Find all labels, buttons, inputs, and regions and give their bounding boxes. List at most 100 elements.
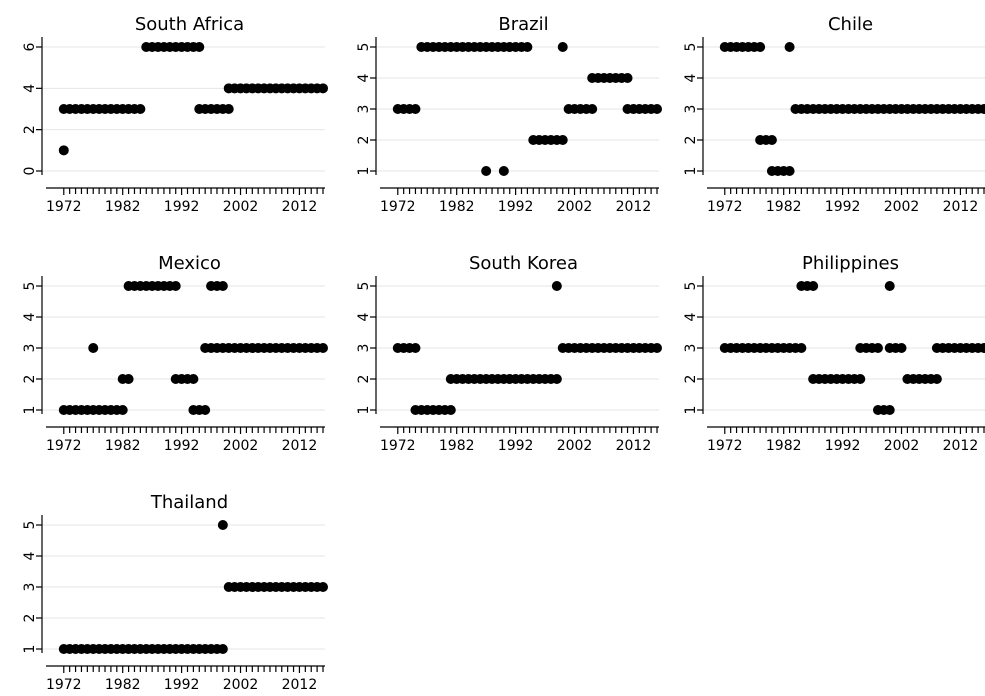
x-tick-label: 2012 <box>282 438 318 454</box>
y-tick-label: 2 <box>22 125 38 134</box>
data-point <box>931 374 942 384</box>
data-point <box>410 104 421 114</box>
x-tick-label: 2002 <box>884 199 920 215</box>
x-tick-label: 1972 <box>380 199 416 215</box>
data-point <box>551 374 562 384</box>
x-tick-label: 2012 <box>943 438 979 454</box>
y-tick-label: 2 <box>22 614 38 623</box>
x-tick-label: 2012 <box>282 677 318 693</box>
x-tick-label: 1972 <box>46 438 82 454</box>
y-tick-label: 5 <box>356 43 372 52</box>
y-tick-label: 1 <box>356 167 372 176</box>
y-tick-label: 2 <box>356 136 372 145</box>
data-point <box>123 374 134 384</box>
y-tick-label: 3 <box>356 344 372 353</box>
data-point <box>652 104 662 114</box>
y-tick-label: 4 <box>683 73 699 82</box>
data-point <box>796 343 807 353</box>
y-tick-label: 4 <box>22 312 38 321</box>
data-point <box>522 42 533 52</box>
data-point <box>217 281 228 291</box>
x-tick-label: 2012 <box>282 199 318 215</box>
data-point <box>884 281 895 291</box>
panel-6: Thailand 1 2 3 4 5 1972 1982 1992 2002 2012 <box>22 492 328 693</box>
data-point <box>557 42 568 52</box>
data-point <box>88 343 99 353</box>
x-tick-label: 1982 <box>439 438 475 454</box>
panel-5: Philippines 1 2 3 4 5 1972 1982 1992 2002 2012 <box>683 253 985 454</box>
panel-title: Brazil <box>498 14 548 35</box>
data-point <box>766 135 777 145</box>
panel-title: Philippines <box>802 253 899 274</box>
x-tick-label: 1992 <box>825 438 861 454</box>
x-tick-label: 1982 <box>105 438 141 454</box>
y-tick-label: 5 <box>22 282 38 291</box>
x-tick-label: 2012 <box>616 199 652 215</box>
x-tick-label: 1982 <box>766 438 802 454</box>
x-tick-label: 1972 <box>380 438 416 454</box>
x-tick-label: 2002 <box>223 438 259 454</box>
x-tick-label: 1992 <box>164 199 200 215</box>
x-tick-label: 1982 <box>105 677 141 693</box>
x-tick-label: 1992 <box>498 438 534 454</box>
data-point <box>855 374 866 384</box>
data-point <box>622 73 633 83</box>
y-tick-label: 0 <box>22 167 38 176</box>
y-tick-label: 3 <box>683 344 699 353</box>
data-point <box>117 405 128 415</box>
panel-1: Brazil 1 2 3 4 5 1972 1982 1992 2002 2012 <box>356 14 662 215</box>
y-tick-label: 3 <box>22 583 38 592</box>
x-tick-label: 2002 <box>884 438 920 454</box>
data-point <box>318 582 328 592</box>
data-point <box>481 166 492 176</box>
x-tick-label: 2002 <box>557 438 593 454</box>
x-tick-label: 1992 <box>825 199 861 215</box>
data-point <box>170 281 181 291</box>
y-tick-label: 4 <box>356 73 372 82</box>
y-tick-label: 1 <box>683 406 699 415</box>
x-tick-label: 1982 <box>439 199 475 215</box>
y-tick-label: 4 <box>22 84 38 93</box>
data-point <box>318 83 328 94</box>
data-point <box>979 104 985 114</box>
x-tick-label: 1972 <box>46 677 82 693</box>
y-tick-label: 1 <box>683 167 699 176</box>
y-tick-label: 4 <box>22 551 38 560</box>
y-tick-label: 2 <box>683 136 699 145</box>
data-point <box>587 104 598 114</box>
panel-title: South Korea <box>469 253 578 274</box>
y-tick-label: 2 <box>356 375 372 384</box>
y-tick-label: 4 <box>683 312 699 321</box>
x-tick-label: 1992 <box>164 438 200 454</box>
y-tick-label: 1 <box>22 645 38 654</box>
y-tick-label: 1 <box>22 406 38 415</box>
x-tick-label: 1972 <box>707 438 743 454</box>
panel-4: South Korea 1 2 3 4 5 1972 1982 1992 2002 2012 <box>356 253 662 454</box>
data-point <box>872 343 883 353</box>
data-point <box>884 405 895 415</box>
panel-0: South Africa 0 2 4 6 1972 1982 1992 2002 2012 <box>22 14 328 215</box>
y-tick-label: 2 <box>683 375 699 384</box>
x-tick-label: 2002 <box>557 199 593 215</box>
x-tick-label: 2002 <box>223 199 259 215</box>
x-tick-label: 1982 <box>105 199 141 215</box>
data-point <box>808 281 819 291</box>
x-tick-label: 1982 <box>766 199 802 215</box>
y-tick-label: 5 <box>683 282 699 291</box>
data-point <box>784 166 795 176</box>
data-point <box>551 281 562 291</box>
y-tick-label: 3 <box>683 105 699 114</box>
panel-2: Chile 1 2 3 4 5 1972 1982 1992 2002 2012 <box>683 14 985 215</box>
x-tick-label: 1992 <box>498 199 534 215</box>
x-tick-label: 2002 <box>223 677 259 693</box>
data-point <box>217 520 228 530</box>
x-tick-label: 1992 <box>164 677 200 693</box>
data-point <box>58 145 69 156</box>
x-tick-label: 2012 <box>616 438 652 454</box>
x-tick-label: 1972 <box>46 199 82 215</box>
y-tick-label: 5 <box>683 43 699 52</box>
data-point <box>755 42 766 52</box>
data-point <box>652 343 662 353</box>
panel-title: Mexico <box>158 253 221 274</box>
